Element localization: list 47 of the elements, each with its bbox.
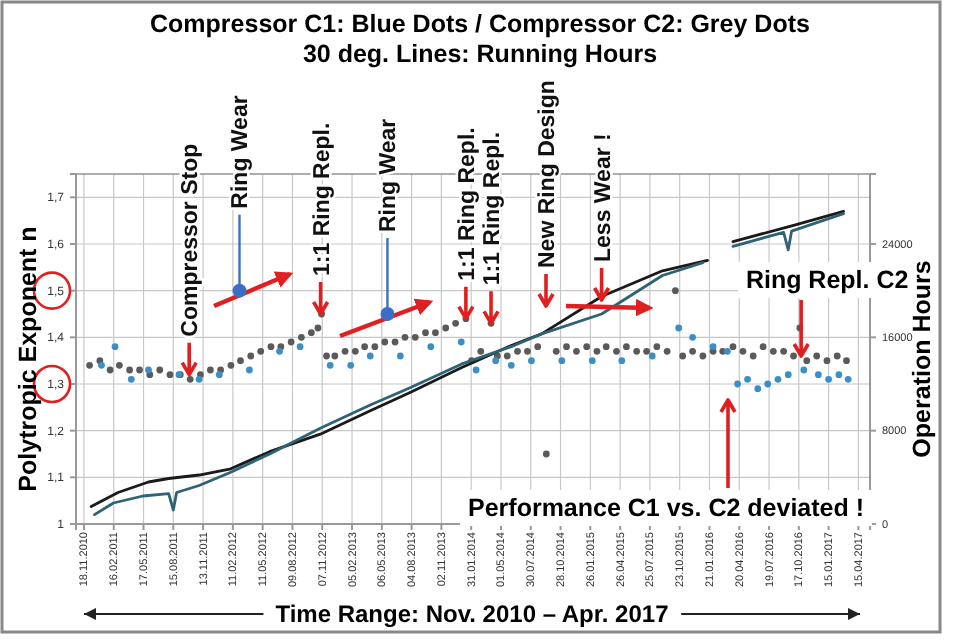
point <box>744 375 751 383</box>
point <box>754 385 762 393</box>
chart-title: Compressor C1: Blue Dots / Compressor C2: Grey Dots <box>150 10 811 38</box>
point <box>648 352 656 360</box>
point <box>825 375 833 383</box>
y-axis-title: Polytropic Exponent n <box>14 226 42 492</box>
annotation: Ring Repl. C2 <box>745 266 909 294</box>
annotation: 1:1 Ring Repl. <box>481 131 506 286</box>
point <box>844 375 852 383</box>
point <box>528 357 535 365</box>
annotation: Performance C1 vs. C2 deviated ! <box>468 494 864 522</box>
annotation: Less Wear ! <box>591 133 616 262</box>
point <box>427 343 435 351</box>
point <box>296 343 304 351</box>
point <box>215 371 223 379</box>
annotation: 1:1 Ring Repl. <box>455 127 480 281</box>
text: Time Range: Nov. 2010 – Apr. 2017 <box>275 600 670 628</box>
point <box>588 357 596 365</box>
point <box>814 371 822 379</box>
point <box>618 357 626 365</box>
annotation: 1:1 Ring Repl. <box>310 122 335 276</box>
point <box>111 343 119 351</box>
point <box>246 366 253 374</box>
chart-subtitle: 30 deg. Lines: Running Hours <box>302 40 658 68</box>
point <box>145 366 152 374</box>
point <box>326 361 334 369</box>
annotation: New Ring Design <box>536 80 560 268</box>
point <box>764 380 772 388</box>
point <box>507 361 515 369</box>
point <box>472 366 480 374</box>
point <box>347 361 355 369</box>
point <box>800 366 808 374</box>
point <box>127 375 135 383</box>
point <box>835 371 843 379</box>
annotation: Ring Wear <box>377 117 402 232</box>
point <box>366 352 374 360</box>
point <box>396 352 404 360</box>
annotation: Compressor Stop <box>179 143 204 337</box>
annotation: Ring Wear <box>229 94 254 209</box>
point <box>774 375 782 383</box>
point <box>558 357 566 365</box>
point <box>492 357 500 365</box>
point <box>675 324 683 332</box>
point <box>734 380 741 388</box>
point <box>457 338 465 346</box>
point <box>689 333 696 341</box>
point <box>784 371 792 379</box>
